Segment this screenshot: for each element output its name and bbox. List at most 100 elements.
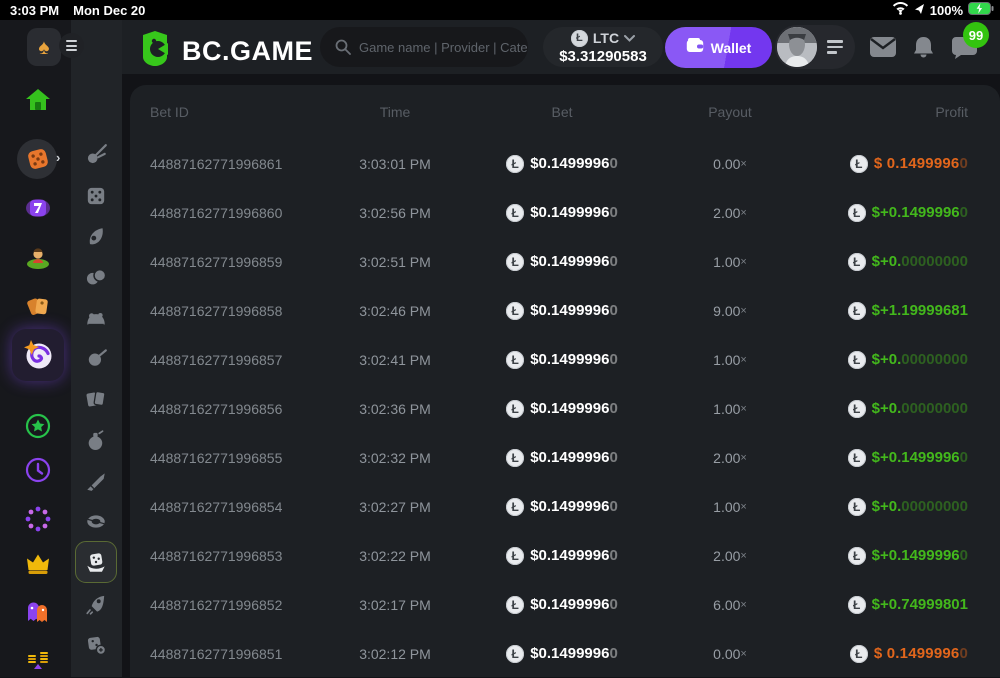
sidebar-item-live-casino[interactable] — [23, 242, 53, 272]
currency-balance: $3.31290583 — [559, 48, 647, 65]
time-cell: 3:02:22 PM — [359, 547, 431, 564]
game-item-wheel[interactable] — [84, 509, 108, 533]
bet-id-cell: 44887162771996853 — [150, 547, 283, 564]
profit-cell: Ł $+0.14999960 — [826, 546, 968, 565]
sidebar-item-favorites[interactable] — [23, 411, 53, 441]
payout-cell: 9.00× — [713, 302, 747, 319]
status-bar: 3:03 PM Mon Dec 20 100% — [0, 0, 1000, 20]
sidebar-games — [71, 20, 122, 677]
status-date: Mon Dec 20 — [73, 2, 146, 18]
crown-icon — [24, 550, 52, 578]
table-row[interactable]: 44887162771996858 3:02:46 PM Ł $0.14999960 9… — [130, 286, 1000, 335]
coins-icon — [84, 265, 108, 289]
battery-charging-icon — [968, 2, 994, 18]
ltc-coin-icon: Ł — [506, 301, 525, 320]
table-body: 44887162771996861 3:03:01 PM Ł $0.14999960 0… — [130, 139, 1000, 678]
ltc-coin-icon: Ł — [849, 154, 868, 173]
time-cell: 3:02:17 PM — [359, 596, 431, 613]
bet-id-cell: 44887162771996861 — [150, 155, 283, 172]
table-row[interactable]: 44887162771996861 3:03:01 PM Ł $0.14999960 0… — [130, 139, 1000, 188]
bet-id-cell: 44887162771996856 — [150, 400, 283, 417]
payout-cell: 2.00× — [713, 449, 747, 466]
bet-id-cell: 44887162771996857 — [150, 351, 283, 368]
ltc-coin-icon: Ł — [506, 448, 525, 467]
ltc-coin-icon: Ł — [847, 399, 866, 418]
main-content: Bet ID Time Bet Payout Profit 4488716277… — [122, 74, 1000, 677]
sidebar-item-social[interactable] — [23, 596, 53, 626]
game-item-crash[interactable] — [84, 143, 108, 167]
profit-cell: Ł $+0.00000000 — [826, 497, 968, 516]
bet-cell: Ł $0.14999960 — [490, 252, 634, 271]
ltc-coin-icon: Ł — [847, 448, 866, 467]
currency-selector[interactable]: Ł LTC $3.31290583 — [543, 27, 663, 67]
star-icon — [24, 412, 52, 440]
table-row[interactable]: 44887162771996853 3:02:22 PM Ł $0.14999960 2… — [130, 531, 1000, 580]
bell-icon[interactable] — [911, 36, 936, 65]
table-row[interactable]: 44887162771996854 3:02:27 PM Ł $0.14999960 1… — [130, 482, 1000, 531]
chip-icon — [84, 509, 108, 533]
chevron-right-icon: › — [56, 150, 61, 165]
profit-cell: Ł $+0.14999960 — [826, 448, 968, 467]
table-row[interactable]: 44887162771996860 3:02:56 PM Ł $0.14999960 2… — [130, 188, 1000, 237]
game-item-rocket[interactable] — [84, 592, 108, 616]
wallet-button[interactable]: Wallet — [665, 27, 772, 68]
bomb-icon — [84, 429, 108, 453]
time-cell: 3:02:56 PM — [359, 204, 431, 221]
search-placeholder: Game name | Provider | Cate — [359, 39, 528, 55]
game-item-craps[interactable] — [84, 633, 108, 657]
game-item-classic-dice[interactable] — [84, 550, 108, 574]
ltc-coin-icon: Ł — [570, 29, 588, 47]
sidebar-item-staking[interactable] — [23, 643, 53, 673]
bcgame-logo-icon — [140, 30, 170, 72]
bet-id-cell: 44887162771996860 — [150, 204, 283, 221]
game-item-dice[interactable] — [84, 184, 108, 208]
sidebar-item-bc-originals[interactable] — [23, 340, 53, 370]
search-input[interactable]: Game name | Provider | Cate — [320, 27, 528, 67]
sidebar-item-slots[interactable] — [23, 193, 53, 223]
table-row[interactable]: 44887162771996859 3:02:51 PM Ł $0.14999960 1… — [130, 237, 1000, 286]
ltc-coin-icon: Ł — [506, 595, 525, 614]
profit-cell: Ł $+0.00000000 — [826, 350, 968, 369]
table-row[interactable]: 44887162771996857 3:02:41 PM Ł $0.14999960 1… — [130, 335, 1000, 384]
ltc-coin-icon: Ł — [506, 546, 525, 565]
profile-pill — [775, 25, 855, 69]
game-item-twist[interactable] — [84, 346, 108, 370]
ltc-coin-icon: Ł — [506, 644, 525, 663]
sidebar-item-challenges[interactable] — [23, 504, 53, 534]
table-row[interactable]: 44887162771996855 3:02:32 PM Ł $0.14999960 2… — [130, 433, 1000, 482]
bet-id-cell: 44887162771996855 — [150, 449, 283, 466]
sidebar-item-home[interactable] — [23, 85, 53, 115]
time-cell: 3:02:46 PM — [359, 302, 431, 319]
ltc-coin-icon: Ł — [847, 497, 866, 516]
profit-cell: Ł $+0.14999960 — [826, 203, 968, 222]
sidebar-item-recent[interactable] — [23, 455, 53, 485]
time-cell: 3:02:27 PM — [359, 498, 431, 515]
time-cell: 3:03:01 PM — [359, 155, 431, 172]
sidebar-toggle-button[interactable] — [59, 33, 84, 58]
bet-cell: Ł $0.14999960 — [490, 546, 634, 565]
game-item-swords[interactable] — [84, 469, 108, 493]
table-row[interactable]: 44887162771996851 3:02:12 PM Ł $0.14999960 0… — [130, 629, 1000, 678]
sidebar-item-casino[interactable] — [23, 144, 53, 174]
comet-icon — [84, 143, 108, 167]
game-item-hilo[interactable] — [84, 387, 108, 411]
status-time: 3:03 PM — [10, 2, 60, 18]
sidebar-item-vip[interactable] — [23, 549, 53, 579]
game-item-limbo[interactable] — [84, 225, 108, 249]
profile-menu-icon[interactable] — [827, 40, 843, 54]
ltc-coin-icon: Ł — [506, 154, 525, 173]
bet-cell: Ł $0.14999960 — [490, 154, 634, 173]
payout-cell: 1.00× — [713, 498, 747, 515]
game-item-cave[interactable] — [84, 306, 108, 330]
game-item-coinflip[interactable] — [84, 265, 108, 289]
game-item-keno[interactable] — [84, 429, 108, 453]
bcgame-logo[interactable]: BC.GAME — [140, 30, 313, 72]
user-avatar[interactable] — [777, 27, 817, 67]
ltc-coin-icon: Ł — [847, 350, 866, 369]
pinned-game-button[interactable]: ♠ — [27, 28, 61, 66]
mail-icon[interactable] — [869, 36, 897, 63]
col-bet-id: Bet ID — [150, 104, 189, 120]
table-row[interactable]: 44887162771996852 3:02:17 PM Ł $0.14999960 6… — [130, 580, 1000, 629]
table-row[interactable]: 44887162771996856 3:02:36 PM Ł $0.14999960 1… — [130, 384, 1000, 433]
sidebar-item-promotions[interactable] — [23, 291, 53, 321]
